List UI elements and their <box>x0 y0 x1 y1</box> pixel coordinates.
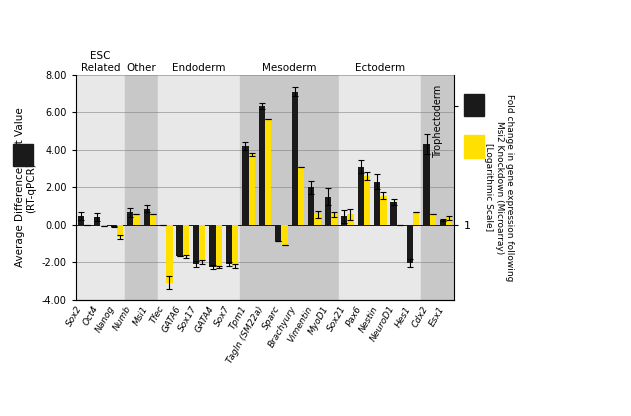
Bar <box>78 216 84 225</box>
Bar <box>292 92 298 225</box>
Bar <box>275 225 281 240</box>
Bar <box>413 211 420 225</box>
Bar <box>446 218 452 225</box>
Bar <box>364 176 370 225</box>
Bar <box>226 225 232 264</box>
Text: Ectoderm: Ectoderm <box>355 63 405 73</box>
Bar <box>242 146 249 225</box>
Bar <box>117 225 123 237</box>
Bar <box>166 225 172 282</box>
Bar <box>265 119 271 225</box>
Bar <box>314 214 321 225</box>
Bar <box>216 225 222 267</box>
Bar <box>143 209 150 225</box>
Bar <box>358 166 364 225</box>
Bar <box>127 213 133 225</box>
Bar <box>407 225 413 263</box>
Bar <box>183 225 189 256</box>
Bar <box>209 225 216 267</box>
Text: ESC
Related: ESC Related <box>81 52 120 73</box>
Bar <box>324 197 331 225</box>
Bar <box>440 220 446 225</box>
Bar <box>380 196 387 225</box>
Text: Endoderm: Endoderm <box>172 63 226 73</box>
Bar <box>331 214 337 225</box>
Bar <box>430 214 436 225</box>
Bar <box>339 75 422 300</box>
Bar <box>374 181 380 225</box>
Text: Mesoderm: Mesoderm <box>262 63 317 73</box>
Bar <box>308 187 314 225</box>
Bar <box>177 225 183 255</box>
Bar <box>110 225 117 226</box>
Bar <box>193 225 199 264</box>
Text: Trophectoderm: Trophectoderm <box>433 85 443 158</box>
Bar <box>158 75 240 300</box>
Bar <box>199 225 206 262</box>
Bar <box>249 154 255 225</box>
Y-axis label: Fold change in gene expression following
Msi2 Knockdown (Microarray)
[Logarithmi: Fold change in gene expression following… <box>484 94 514 281</box>
Bar <box>422 75 454 300</box>
Bar <box>259 106 265 225</box>
Bar <box>240 75 339 300</box>
Bar <box>125 75 158 300</box>
Bar <box>150 214 156 225</box>
Text: Other: Other <box>127 63 156 73</box>
Y-axis label: Average Difference in Ct Value
(RT-qPCR): Average Difference in Ct Value (RT-qPCR) <box>15 107 36 267</box>
Bar <box>298 166 304 225</box>
Bar <box>232 225 239 266</box>
Bar <box>423 144 430 225</box>
Bar <box>347 214 353 225</box>
Bar <box>281 225 288 245</box>
Bar <box>94 217 100 225</box>
Bar <box>391 202 397 225</box>
Bar <box>133 214 139 225</box>
Bar <box>341 216 347 225</box>
Bar <box>76 75 125 300</box>
